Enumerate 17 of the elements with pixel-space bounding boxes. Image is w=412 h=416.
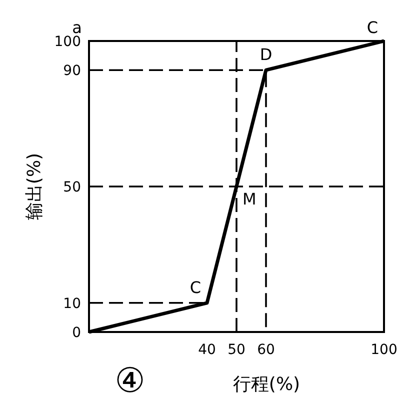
text: a [72, 18, 82, 37]
text: ④ [114, 361, 146, 401]
annotation: D [260, 45, 272, 64]
x-tick-label: 60 [257, 342, 275, 358]
y-tick-label: 100 [54, 34, 81, 50]
y-tick-label: 0 [72, 325, 81, 341]
x-axis-title: 行程(%) [232, 374, 300, 395]
annotation: M [242, 190, 256, 208]
y-tick-label: 50 [63, 180, 81, 196]
annotation: C [190, 278, 201, 297]
x-tick-label: 50 [228, 342, 246, 358]
x-tick-label: 100 [370, 342, 398, 358]
x-tick-label: 40 [198, 342, 216, 358]
y-tick-label: 90 [63, 63, 81, 80]
annotation: C [366, 18, 378, 37]
y-axis-title: 输出(%) [24, 152, 45, 220]
y-tick-label: 10 [63, 296, 81, 312]
